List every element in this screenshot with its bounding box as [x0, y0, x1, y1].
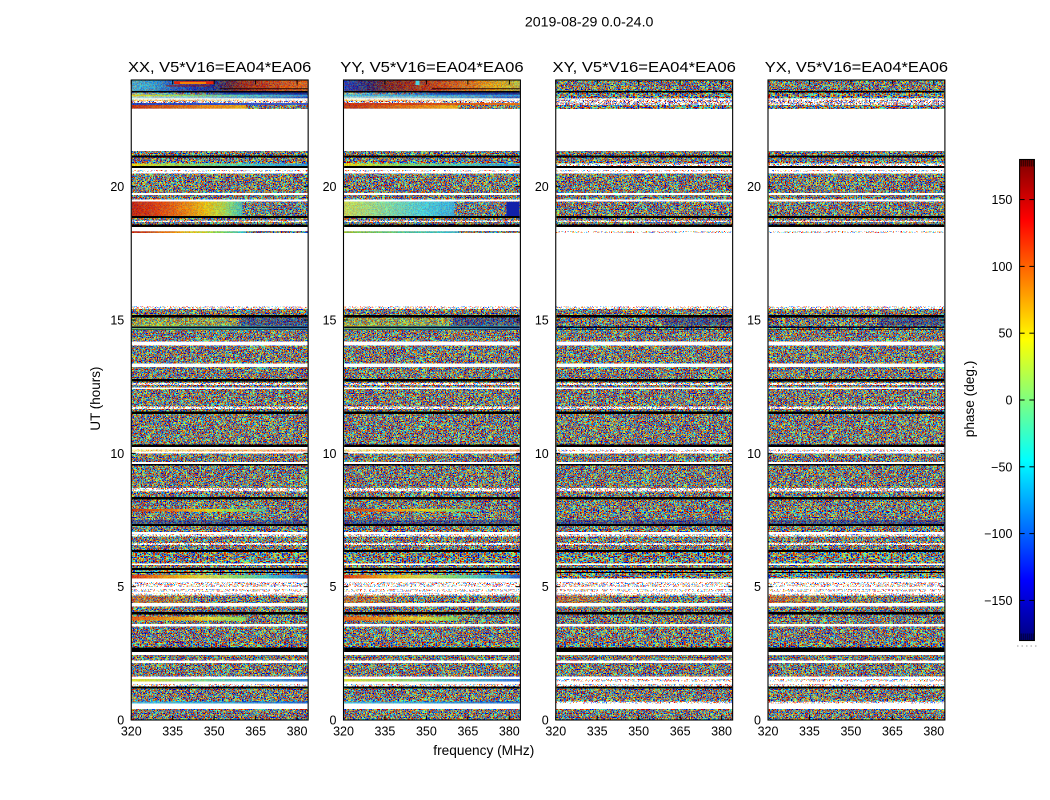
svg-text:0: 0 [1005, 394, 1012, 408]
svg-text:100: 100 [992, 260, 1013, 274]
svg-text:5: 5 [542, 580, 549, 594]
svg-text:−100: −100 [984, 527, 1012, 541]
svg-text:frequency (MHz): frequency (MHz) [433, 742, 534, 758]
svg-text:380: 380 [499, 725, 520, 739]
svg-text:−150: −150 [984, 594, 1012, 608]
svg-text:0: 0 [117, 714, 124, 728]
svg-text:10: 10 [535, 447, 549, 461]
svg-text:320: 320 [121, 725, 142, 739]
svg-text:320: 320 [333, 725, 354, 739]
svg-text:UT (hours): UT (hours) [87, 367, 103, 431]
svg-text:50: 50 [998, 327, 1012, 341]
svg-text:365: 365 [457, 725, 478, 739]
svg-text:10: 10 [110, 447, 124, 461]
svg-text:10: 10 [323, 447, 337, 461]
svg-text:335: 335 [587, 725, 608, 739]
svg-text:350: 350 [628, 725, 649, 739]
svg-text:365: 365 [245, 725, 266, 739]
svg-text:phase (deg.): phase (deg.) [961, 361, 977, 438]
svg-text:20: 20 [110, 180, 124, 194]
svg-text:320: 320 [758, 725, 779, 739]
svg-text:15: 15 [535, 314, 549, 328]
svg-text:150: 150 [992, 193, 1013, 207]
svg-text:XY, V5*V16=EA04*EA06: XY, V5*V16=EA04*EA06 [553, 59, 736, 76]
svg-text:350: 350 [416, 725, 437, 739]
svg-text:380: 380 [287, 725, 308, 739]
svg-text:0: 0 [542, 714, 549, 728]
svg-text:5: 5 [330, 580, 337, 594]
svg-text:335: 335 [162, 725, 183, 739]
svg-text:10: 10 [747, 447, 761, 461]
svg-text:0: 0 [330, 714, 337, 728]
svg-text:15: 15 [747, 314, 761, 328]
svg-text:20: 20 [323, 180, 337, 194]
svg-text:335: 335 [799, 725, 820, 739]
svg-text:0: 0 [754, 714, 761, 728]
svg-text:15: 15 [110, 314, 124, 328]
svg-text:20: 20 [535, 180, 549, 194]
svg-text:XX, V5*V16=EA04*EA06: XX, V5*V16=EA04*EA06 [128, 59, 311, 76]
svg-text:380: 380 [711, 725, 732, 739]
svg-text:5: 5 [754, 580, 761, 594]
svg-text:320: 320 [545, 725, 566, 739]
svg-text:20: 20 [747, 180, 761, 194]
svg-text:380: 380 [923, 725, 944, 739]
svg-text:YX, V5*V16=EA04*EA06: YX, V5*V16=EA04*EA06 [765, 59, 948, 76]
svg-text:−50: −50 [991, 460, 1012, 474]
svg-text:350: 350 [204, 725, 225, 739]
svg-text:YY, V5*V16=EA04*EA06: YY, V5*V16=EA04*EA06 [340, 59, 523, 76]
svg-text:2019-08-29 0.0-24.0: 2019-08-29 0.0-24.0 [525, 14, 654, 30]
svg-text:15: 15 [323, 314, 337, 328]
svg-text:350: 350 [840, 725, 861, 739]
svg-text:365: 365 [882, 725, 903, 739]
svg-text:335: 335 [375, 725, 396, 739]
svg-text:5: 5 [117, 580, 124, 594]
svg-text:365: 365 [670, 725, 691, 739]
